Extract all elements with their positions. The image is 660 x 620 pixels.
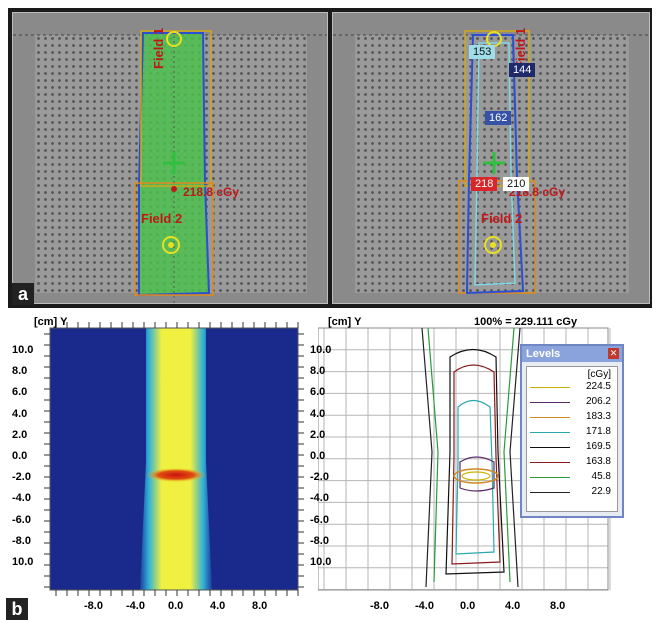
x-tick-label: -8.0 [370,600,389,612]
phantom-right: Field 1 Field 2 218.8 cGy 153 144 162 21… [332,12,650,304]
x-tick-label: 8.0 [252,600,268,612]
level-swatch [530,447,570,448]
dose-overlay-left [13,30,327,303]
level-value: 171.8 [585,426,611,437]
level-swatch [530,417,570,418]
y-tick-label: 6.0 [12,386,28,399]
y-tick-label: -2.0 [12,471,31,484]
level-row: 171.8 [527,425,617,440]
x-tick-label: -4.0 [415,600,434,612]
level-row: 183.3 [527,410,617,425]
phantom-left: Field 1 Field 2 218.8 cGy [12,12,328,304]
level-swatch [530,387,570,388]
level-row: 22.9 [527,485,617,500]
panel-a-letter: a [12,283,34,305]
field-2-label-left: Field 2 [141,211,183,226]
isodose-tag: 153 [469,45,496,59]
level-row: 206.2 [527,395,617,410]
y-tick-label: 0.0 [310,450,326,462]
levels-title[interactable]: Levels [522,346,622,362]
y-tick-label: 10.0 [310,556,332,568]
y-tick-label: 2.0 [310,428,326,441]
y-tick-label: 8.0 [12,365,28,378]
level-swatch [530,432,570,433]
level-value: 224.5 [585,381,611,392]
x-tick-label: -4.0 [126,600,145,612]
y-tick-label: 10.0 [12,556,34,568]
y-tick-label: 0.0 [12,450,28,462]
level-row: 169.5 [527,440,617,455]
x-tick-label: 0.0 [460,600,476,612]
dose-label-left: 218.8 cGy [183,185,240,199]
level-swatch [530,492,570,493]
y-tick-label: 8.0 [310,365,326,378]
level-swatch [530,477,570,478]
isodose-tag: 144 [509,63,536,77]
x-tick-label: 8.0 [550,600,566,612]
y-tick-label: 10.0 [310,344,332,356]
field-1-label-left: Field 1 [151,27,166,69]
heatmap-plot [44,322,304,596]
isodose-tag: 210 [503,177,530,191]
y-tick-label: -4.0 [12,492,31,505]
close-icon[interactable]: ✕ [608,348,619,359]
level-row: 224.5 [527,380,617,395]
y-tick-label: 6.0 [310,386,326,399]
x-tick-label: 4.0 [505,600,521,612]
isodose-tag: 162 [485,111,512,125]
y-tick-label: 10.0 [12,344,34,356]
panel-a: Field 1 Field 2 218.8 cGy Field 1 Field … [8,8,652,308]
level-value: 163.8 [585,456,611,467]
y-tick-label: -6.0 [12,513,31,526]
y-tick-label: 2.0 [12,428,28,441]
y-tick-label: 4.0 [310,407,326,420]
level-row: 45.8 [527,470,617,485]
x-tick-label: 4.0 [210,600,226,612]
y-tick-label: -8.0 [12,534,31,547]
unit-label-left: [cm] Y [34,316,68,328]
normalization-label: 100% = 229.111 cGy [474,316,578,328]
level-value: 169.5 [585,441,611,452]
field-2-label-right: Field 2 [481,211,523,226]
level-swatch [530,402,570,403]
y-tick-label: -8.0 [310,534,329,547]
levels-window[interactable]: Levels ✕ [cGy] 224.5 206.2 183.3 171.8 169.5… [520,344,624,518]
level-value: 183.3 [585,411,611,422]
x-tick-label: -8.0 [84,600,103,612]
level-swatch [530,462,570,463]
unit-label-right: [cm] Y [328,316,362,328]
y-tick-label: -2.0 [310,471,329,484]
level-value: 22.9 [591,486,611,497]
panel-b-letter: b [6,598,28,620]
level-value: 45.8 [591,471,611,482]
levels-list: [cGy] 224.5 206.2 183.3 171.8 169.5 163.8 45.8… [526,366,618,512]
level-row: 163.8 [527,455,617,470]
y-tick-label: -4.0 [310,492,329,505]
levels-unit: [cGy] [587,369,611,380]
y-tick-label: -6.0 [310,513,329,526]
level-value: 206.2 [585,396,611,407]
y-tick-label: 4.0 [12,407,28,420]
isodose-tag: 218 [471,177,498,191]
x-tick-label: 0.0 [168,600,184,612]
